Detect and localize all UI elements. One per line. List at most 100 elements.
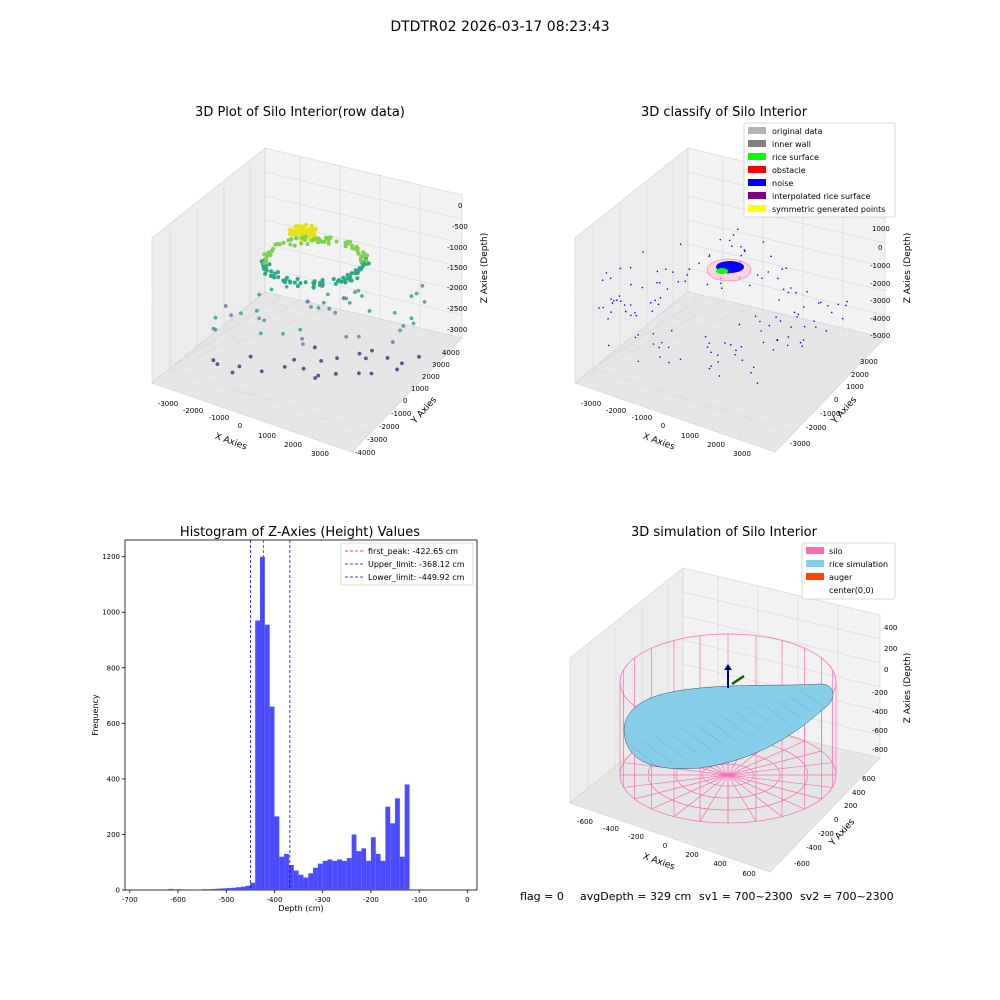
p1-xtick-4: 1000 xyxy=(258,432,276,440)
p1-ytick-1: -3000 xyxy=(367,436,387,444)
p1-xtick-2: -1000 xyxy=(209,414,229,422)
scatter-point xyxy=(666,288,669,290)
scatter-point xyxy=(830,311,833,314)
scatter-point xyxy=(341,296,346,301)
histogram-bar xyxy=(197,889,203,890)
scatter-point xyxy=(629,304,632,306)
scatter-point xyxy=(360,264,365,269)
scatter-point xyxy=(672,271,674,273)
scatter-point xyxy=(634,312,636,314)
scatter-point xyxy=(211,358,216,363)
scatter-point xyxy=(308,226,314,232)
figure-title: DTDTR02 2026-03-17 08:23:43 xyxy=(390,19,609,35)
scatter-point xyxy=(258,331,263,336)
rice-mesh-line xyxy=(656,736,686,759)
panel1-points xyxy=(211,222,427,380)
scatter-point xyxy=(743,249,746,251)
scatter-point xyxy=(657,303,660,306)
scatter-point xyxy=(819,301,822,304)
p4-ytick-4: 200 xyxy=(844,802,857,810)
scatter-point xyxy=(400,361,404,366)
histogram-xtick-label: -500 xyxy=(218,896,234,904)
p2-ytick-2: -1000 xyxy=(820,410,840,418)
scatter-point xyxy=(229,313,233,318)
histogram-bar xyxy=(341,860,347,890)
scatter-point xyxy=(276,275,281,280)
histogram-bar xyxy=(308,873,314,890)
scatter-point xyxy=(211,326,216,331)
scatter-point xyxy=(303,222,309,228)
panel4-legend-frame xyxy=(801,542,896,600)
scatter-point xyxy=(748,284,751,287)
scatter-point xyxy=(303,234,308,239)
rice-mesh-line xyxy=(747,706,775,727)
scatter-point xyxy=(319,239,324,244)
scatter-point xyxy=(213,315,218,320)
histogram-xtick-label: -400 xyxy=(267,896,283,904)
scatter-point xyxy=(795,291,797,294)
scatter-point xyxy=(720,282,722,285)
scatter-point xyxy=(355,276,360,281)
p4-ztick-5: 200 xyxy=(884,645,897,653)
scatter-point xyxy=(287,231,293,237)
scatter-point xyxy=(353,290,357,294)
scatter-point xyxy=(845,304,847,307)
scatter-point xyxy=(316,236,321,241)
p4-xtick-6: 600 xyxy=(742,870,755,878)
rice-mesh-line xyxy=(682,727,711,750)
scatter-point xyxy=(269,287,274,292)
panel2-legend: original data inner wall rice surface obsta… xyxy=(743,122,896,218)
scatter-point xyxy=(759,320,761,323)
scatter-point xyxy=(827,304,829,307)
histogram-bar xyxy=(346,858,352,890)
p2-ztick-4: -1000 xyxy=(870,262,890,270)
histogram-bar xyxy=(317,863,323,890)
rice-mesh-line xyxy=(669,732,699,755)
scatter-point xyxy=(215,362,220,367)
scatter-point xyxy=(281,331,285,336)
scatter-point xyxy=(356,288,361,293)
scatter-point xyxy=(264,265,269,270)
scatter-point xyxy=(761,277,763,279)
p4-ytick-1: -400 xyxy=(806,844,822,852)
scatter-point xyxy=(313,376,318,380)
panel2-legend-label: original data xyxy=(772,127,823,136)
panel4-zlabel: Z Axies (Depth) xyxy=(903,653,913,724)
panel4-auger-green xyxy=(731,674,745,686)
panel4-x-ticks: -600 -400 -200 0 200 400 600 xyxy=(577,818,756,878)
p4-xtick-1: -400 xyxy=(603,825,619,833)
scatter-point xyxy=(293,224,298,230)
scatter-point xyxy=(652,343,655,345)
histogram-bar xyxy=(202,889,207,890)
scatter-point xyxy=(781,268,784,270)
panel2-title: 3D classify of Silo Interior xyxy=(641,105,808,120)
p2-xtick-4: 1000 xyxy=(681,432,699,440)
p1-ztick-2: -2000 xyxy=(447,284,467,292)
p2-ztick-0: -5000 xyxy=(870,332,890,340)
scatter-point xyxy=(336,279,341,284)
scatter-point xyxy=(659,356,661,358)
scatter-point xyxy=(298,281,303,286)
p1-ztick-6: 0 xyxy=(458,202,462,210)
histogram-bar xyxy=(231,887,236,890)
scatter-point xyxy=(288,242,293,247)
scatter-point xyxy=(326,241,331,246)
scatter-point xyxy=(762,341,765,344)
silo-wire xyxy=(727,774,805,810)
panel4-y-ticks: -600 -400 -200 0 200 400 600 xyxy=(794,775,875,868)
scatter-point xyxy=(321,300,326,305)
histogram-ytick-label: 0 xyxy=(116,887,120,895)
histogram-bar xyxy=(366,860,371,890)
scatter-point xyxy=(292,357,297,362)
p1-ytick-6: 2000 xyxy=(422,373,440,381)
scatter-point xyxy=(744,250,746,253)
scatter-point xyxy=(248,354,253,359)
scatter-point xyxy=(619,267,622,270)
scatter-point xyxy=(635,314,638,317)
histogram-bar xyxy=(351,834,357,890)
scatter-point xyxy=(298,327,303,332)
panel2-legend-label: obstacle xyxy=(772,166,806,175)
p4-ytick-3: 0 xyxy=(834,816,838,824)
scatter-point xyxy=(305,242,310,247)
p4-ztick-0: -800 xyxy=(872,746,888,754)
